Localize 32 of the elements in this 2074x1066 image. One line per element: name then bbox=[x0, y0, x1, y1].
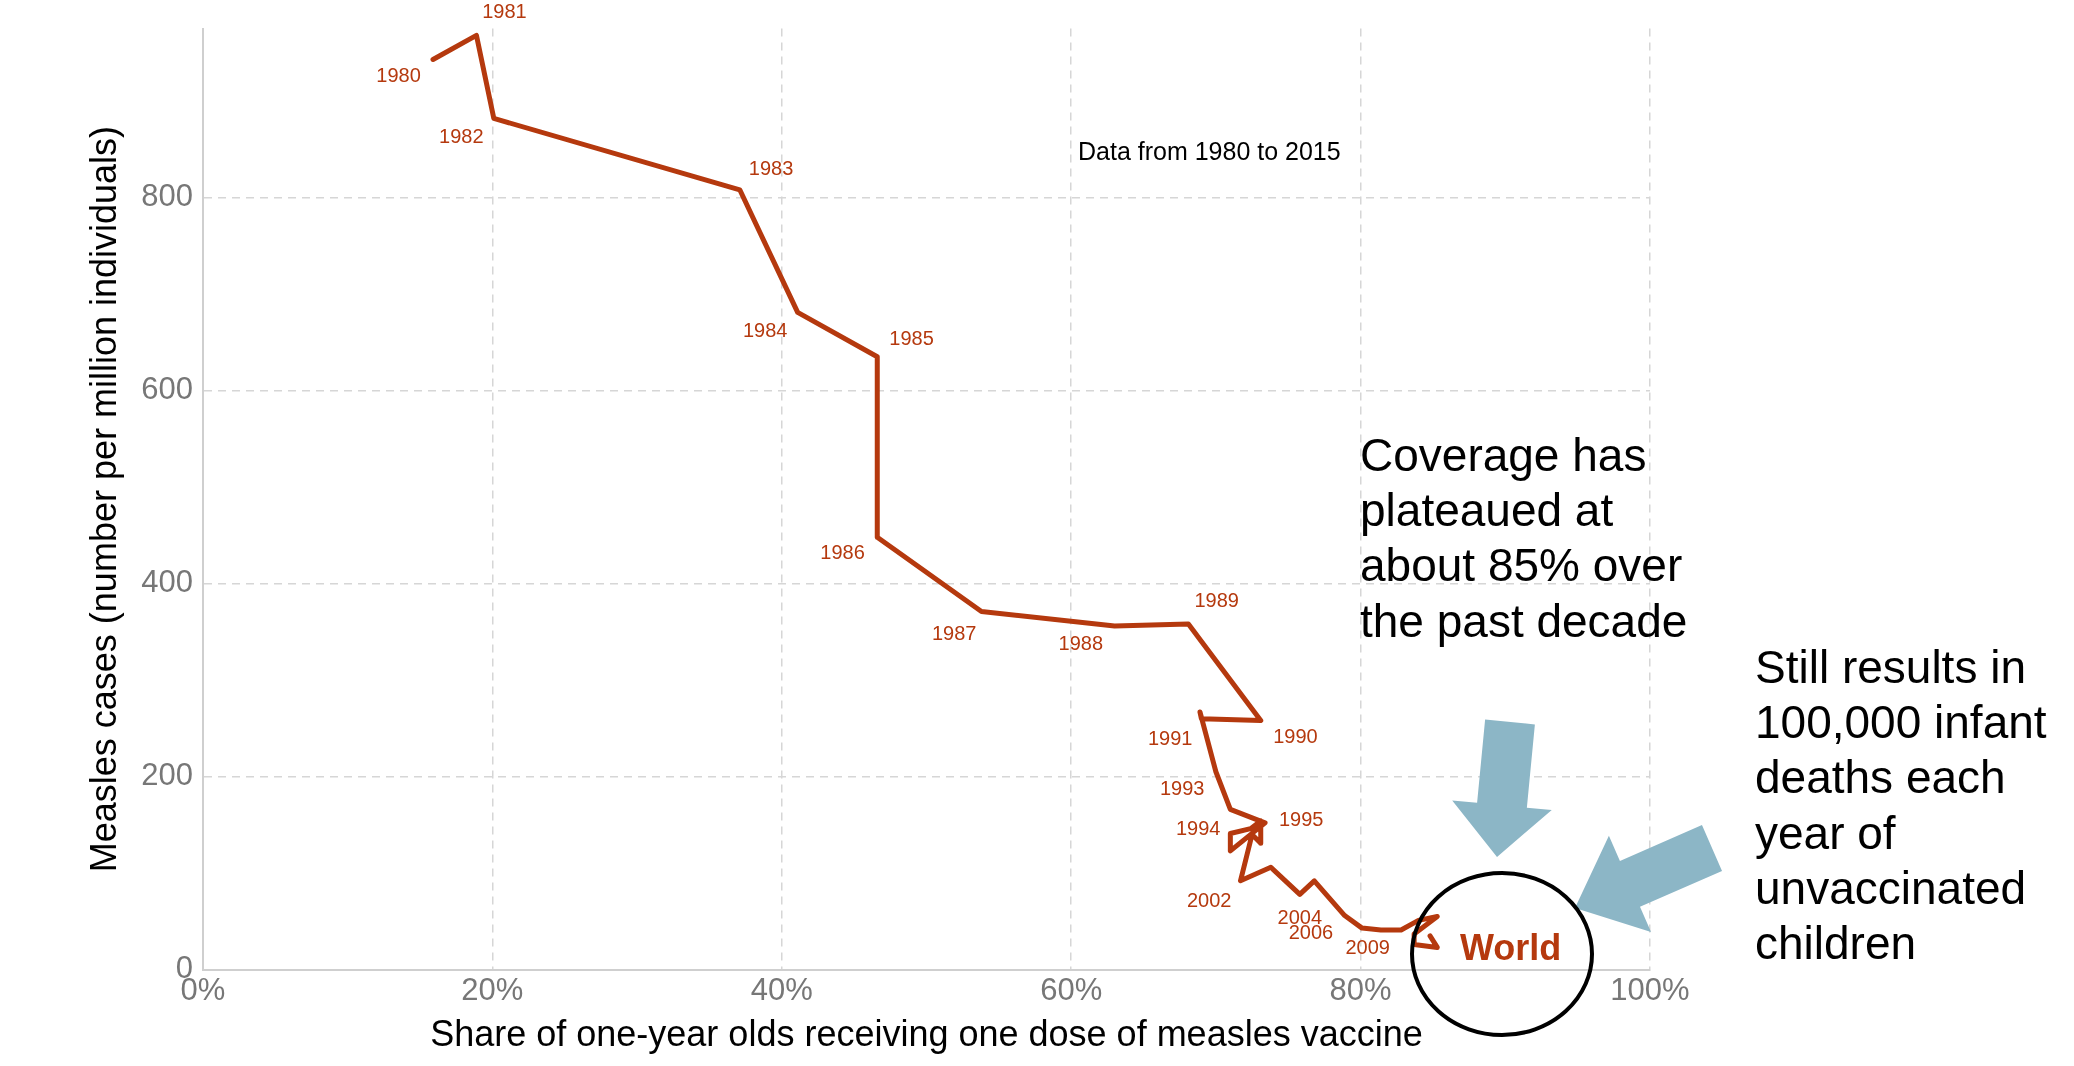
annotation: 1993 bbox=[1159, 777, 1205, 800]
x-tick-label: 100% bbox=[1610, 971, 1690, 1007]
y-tick-label: 800 bbox=[141, 178, 193, 214]
x-tick-label: 80% bbox=[1329, 971, 1392, 1007]
x-axis-title: Share of one-year olds receiving one dose of measles vaccine bbox=[430, 1013, 1423, 1055]
annotation: 2009 bbox=[1345, 935, 1390, 958]
text: Still results in 100,000 infant deaths each year of unvaccinated children bbox=[1755, 640, 2048, 971]
annotation: 1981 bbox=[482, 0, 527, 23]
annotation: 1991 bbox=[1147, 726, 1193, 749]
y-tick-label: 200 bbox=[141, 757, 193, 793]
annotation: Coverage has plateaued at about 85% over the past decade bbox=[1360, 428, 1689, 649]
y-axis-title: Measles cases (number per million individuals) bbox=[82, 125, 124, 873]
x-tick-label: 40% bbox=[750, 971, 813, 1007]
annotation: 1989 bbox=[1194, 589, 1239, 611]
y-tick-label: 600 bbox=[141, 371, 193, 407]
annotation: 2002 bbox=[1186, 889, 1232, 912]
series-label: World bbox=[1460, 926, 1562, 968]
x-tick-label: 20% bbox=[461, 971, 524, 1007]
annotation: 1984 bbox=[742, 319, 788, 342]
x-tick-label: 60% bbox=[1040, 971, 1103, 1007]
annotation: 1980 bbox=[376, 63, 421, 86]
annotation: 1990 bbox=[1273, 724, 1318, 747]
annotation: 1986 bbox=[820, 541, 865, 564]
y-tick-label: 400 bbox=[141, 564, 193, 600]
annotation: 1988 bbox=[1058, 631, 1104, 654]
annotation: 1985 bbox=[889, 327, 934, 350]
annotation: 1983 bbox=[748, 156, 794, 179]
annotation: 1987 bbox=[931, 622, 977, 645]
annotation: 1995 bbox=[1278, 808, 1324, 831]
annotation: 1982 bbox=[439, 125, 484, 148]
annotation: 1994 bbox=[1175, 816, 1221, 839]
annotation: Data from 1980 to 2015 bbox=[1078, 136, 1342, 166]
